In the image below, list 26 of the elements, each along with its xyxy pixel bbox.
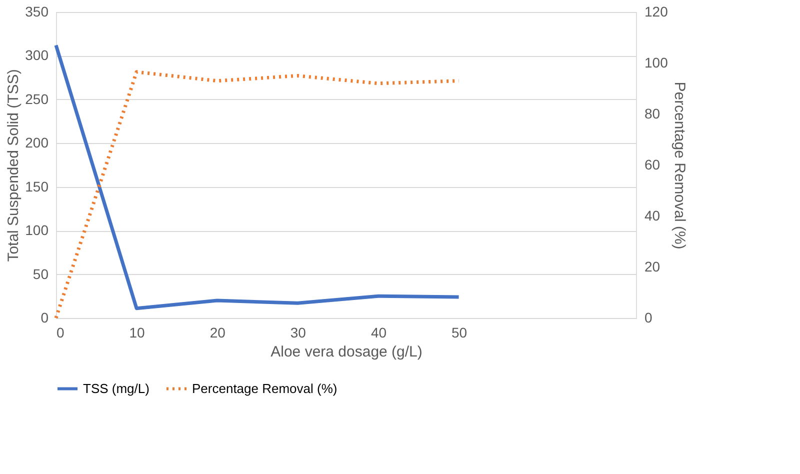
y2-tick-label: 60 bbox=[644, 156, 660, 172]
y-tick-label: 200 bbox=[25, 134, 49, 151]
y2-tick-label: 0 bbox=[644, 310, 652, 326]
x-tick-label: 0 bbox=[56, 324, 64, 340]
y-tick-label: 0 bbox=[40, 310, 49, 326]
y-tick-label: 150 bbox=[25, 178, 49, 194]
y2-axis-title: Percentage Removal (%) bbox=[670, 82, 688, 250]
y2-tick-label: 120 bbox=[644, 4, 668, 20]
y-tick-label: 250 bbox=[25, 90, 49, 107]
x-tick-label: 10 bbox=[129, 324, 146, 340]
x-tick-label: 40 bbox=[370, 324, 387, 340]
y-tick-label: 100 bbox=[25, 222, 49, 238]
y2-tick-label: 20 bbox=[644, 258, 660, 274]
x-tick-label: 50 bbox=[451, 324, 468, 340]
x-tick-label: 20 bbox=[210, 324, 226, 340]
y-tick-label: 300 bbox=[25, 47, 49, 64]
legend-label: Percentage Removal (%) bbox=[192, 380, 338, 396]
y2-tick-label: 40 bbox=[644, 208, 660, 224]
y2-tick-label: 80 bbox=[644, 106, 660, 122]
x-axis-title: Aloe vera dosage (g/L) bbox=[270, 344, 422, 360]
legend-label: TSS (mg/L) bbox=[83, 380, 150, 396]
y-axis-title: Total Suspended Solid (TSS) bbox=[5, 69, 22, 262]
y2-tick-label: 100 bbox=[644, 54, 668, 70]
x-tick-label: 30 bbox=[290, 324, 306, 340]
y-tick-label: 50 bbox=[32, 266, 49, 282]
y-tick-label: 350 bbox=[25, 4, 49, 20]
